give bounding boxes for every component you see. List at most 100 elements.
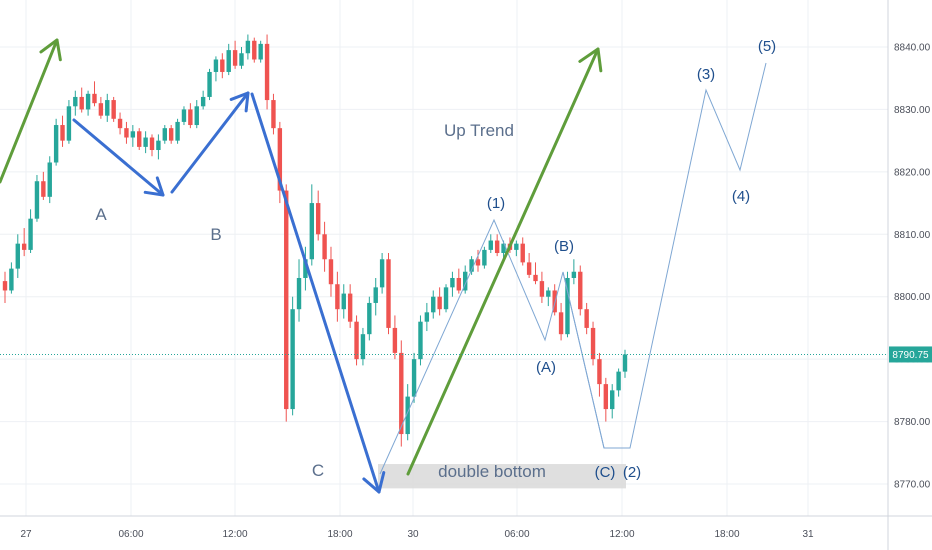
corrective-b-label: (B) — [554, 238, 574, 255]
candle-body — [520, 243, 525, 263]
elliott-wave-line — [379, 62, 767, 475]
candle-body — [578, 271, 583, 310]
candle-body — [21, 243, 27, 250]
candle-body — [533, 274, 538, 282]
wave-4-label: (4) — [732, 188, 750, 205]
candle-body — [175, 121, 180, 141]
wave-2-label: (2) — [623, 464, 641, 481]
candle-body — [284, 190, 289, 410]
y-tick-label: 8800.00 — [894, 292, 931, 303]
candle-body — [47, 162, 52, 197]
candle-body — [539, 281, 545, 297]
x-tick-label: 18:00 — [327, 529, 352, 540]
candle-body — [418, 321, 423, 360]
blue-arrow-c — [250, 92, 381, 494]
candle-body — [73, 96, 78, 107]
candle-body — [188, 109, 193, 126]
candle-body — [405, 396, 410, 435]
candle-body — [117, 118, 123, 129]
candle-body — [424, 312, 430, 322]
candle-body — [226, 50, 231, 72]
candle-body — [98, 103, 104, 116]
candle-body — [501, 243, 506, 254]
candle-body — [456, 277, 462, 291]
candle-body — [92, 93, 97, 104]
candle-body — [411, 359, 417, 397]
blue-arrow-a-head — [143, 176, 165, 197]
candle-body — [322, 234, 327, 260]
candle-body — [200, 96, 206, 107]
blue-arrow-b-head — [229, 91, 250, 113]
grid-lines — [0, 0, 888, 516]
candle-body — [526, 262, 532, 275]
candle-body — [220, 59, 225, 72]
candle-body — [347, 293, 353, 322]
candle-body — [437, 296, 442, 310]
candle-body — [443, 287, 449, 310]
candle-body — [379, 259, 385, 288]
candle-body — [469, 259, 474, 272]
last-price-label: 8790.75 — [892, 350, 929, 361]
candle-body — [28, 218, 33, 250]
candle-body — [60, 125, 65, 141]
y-tick-label: 8830.00 — [894, 105, 931, 116]
candle-body — [494, 240, 500, 254]
wave-3-label: (3) — [697, 66, 715, 83]
candle-body — [584, 309, 589, 328]
candle-body — [143, 137, 148, 147]
candle-body — [277, 128, 283, 191]
letter-c: C — [312, 461, 324, 480]
letter-a: A — [95, 205, 107, 224]
candle-body — [15, 243, 20, 269]
corrective-a-label: (A) — [536, 359, 556, 376]
candle-body — [354, 321, 359, 360]
x-tick-label: 18:00 — [714, 529, 739, 540]
candle-body — [514, 243, 519, 250]
y-tick-label: 8770.00 — [894, 480, 931, 491]
candle-body — [603, 384, 609, 410]
x-tick-label: 27 — [20, 529, 32, 540]
double-bottom-zone — [378, 464, 626, 489]
candle-body — [565, 277, 570, 335]
candle-body — [34, 181, 40, 219]
x-tick-label: 31 — [802, 529, 814, 540]
candle-body — [399, 352, 404, 435]
candle-body — [79, 96, 84, 110]
candle-body — [360, 334, 366, 360]
candle-body — [66, 106, 72, 141]
candle-body — [335, 284, 340, 310]
candle-body — [597, 359, 602, 385]
blue-arrow-c-head — [362, 471, 386, 494]
green-arrow-up-trend-head — [578, 47, 603, 73]
candle-body — [546, 290, 551, 297]
green-arrow-left-head — [39, 38, 62, 62]
candle-body — [232, 50, 238, 66]
candle-body — [392, 327, 398, 353]
candle-body — [245, 40, 251, 54]
candle-body — [610, 390, 615, 410]
green-arrow-up-trend — [406, 47, 600, 476]
wave-1-label: (1) — [487, 195, 505, 212]
candle-body — [309, 203, 315, 260]
candle-body — [622, 354, 628, 372]
candle-body — [463, 271, 468, 291]
green-arrow-left — [0, 38, 59, 184]
candle-body — [162, 128, 167, 141]
labels-layer: Up Trend double bottom A B C (1) (2) (3) (4) (5) (… — [95, 38, 776, 481]
candle-body — [386, 259, 391, 328]
candle-body — [124, 128, 129, 138]
candle-body — [258, 43, 263, 60]
candle-body — [194, 106, 199, 126]
candle-body — [328, 259, 334, 285]
candle-body — [571, 271, 577, 278]
candle-body — [181, 109, 187, 122]
trend-label: Up Trend — [444, 121, 514, 140]
candle-body — [239, 53, 244, 66]
candle-body — [9, 268, 14, 291]
candle-body — [137, 131, 142, 147]
corrective-c-label: (C) — [595, 464, 616, 481]
candle-body — [616, 371, 621, 391]
